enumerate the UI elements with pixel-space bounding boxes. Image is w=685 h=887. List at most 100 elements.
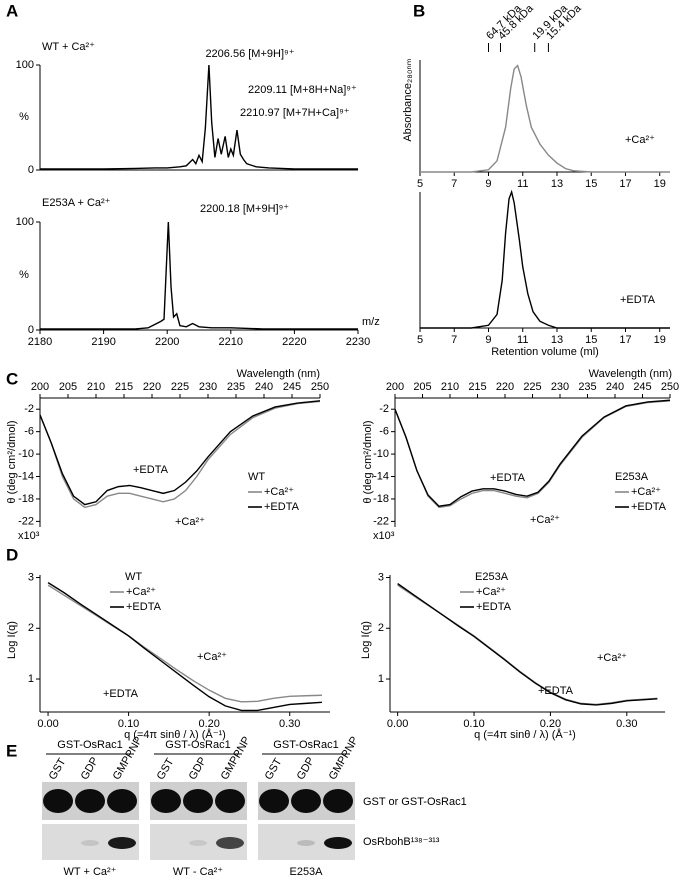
panel-label: B: [413, 1, 425, 20]
annotation: +EDTA: [133, 464, 169, 476]
legend-title: WT: [125, 571, 142, 583]
legend-title: WT: [248, 471, 265, 483]
y-tick-label: -6: [24, 426, 34, 438]
x-tick-label: 215: [468, 381, 486, 393]
x-tick-label: 205: [413, 381, 431, 393]
y-axis-label: Log I(q): [6, 621, 18, 659]
band: [75, 789, 105, 813]
annotation: +EDTA: [103, 688, 139, 700]
legend-title: E253A: [475, 571, 509, 583]
annotation: +EDTA: [620, 294, 656, 306]
x-tick-label: 9: [485, 178, 491, 190]
x-tick-label: 215: [115, 381, 133, 393]
band: [189, 840, 207, 846]
x-tick-label: 0.10: [118, 718, 139, 730]
legend-label: +EDTA: [264, 501, 300, 513]
x-tick-label: 245: [283, 381, 301, 393]
annotation: 2210.97 [M+7H+Ca]⁹⁺: [240, 107, 350, 119]
x-tick-label: 9: [485, 334, 491, 346]
group-label: GST-OsRac1: [165, 739, 230, 751]
x-axis-label: q (=4π sinθ / λ) (Å⁻¹): [474, 728, 576, 741]
x-tick-label: 200: [386, 381, 404, 393]
y-tick-label: -22: [18, 515, 34, 527]
y-axis-label: %: [19, 269, 29, 281]
x-tick-label: 15: [585, 334, 597, 346]
data-line: [47, 584, 322, 703]
x-axis-label: Retention volume (ml): [491, 346, 599, 358]
x-tick-label: 2220: [282, 336, 306, 348]
annotation: +Ca²⁺: [175, 516, 205, 528]
x-tick-label: 250: [661, 381, 679, 393]
x-tick-label: 19: [654, 334, 666, 346]
panel-label: A: [6, 1, 18, 20]
x-tick-label: 0.00: [37, 718, 58, 730]
x-tick-label: 225: [171, 381, 189, 393]
legend-title: E253A: [615, 471, 649, 483]
y-axis-label: θ (deg cm²/dmol): [362, 420, 374, 503]
data-line: [397, 583, 658, 706]
x-tick-label: 7: [451, 334, 457, 346]
y-multiplier: x10³: [373, 530, 395, 542]
lane-label: GDP: [295, 755, 317, 782]
legend-label: +EDTA: [476, 601, 512, 613]
legend-label: +Ca²⁺: [264, 486, 294, 498]
legend-label: +EDTA: [631, 501, 667, 513]
y-tick-label: -6: [379, 426, 389, 438]
data-line: [39, 400, 321, 506]
y-tick-label: -10: [18, 448, 34, 460]
x-tick-label: 200: [31, 381, 49, 393]
annotation: 2209.11 [M+8H+Na]⁹⁺: [248, 84, 357, 96]
y-tick-label: 100: [16, 216, 34, 228]
x-tick-label: 210: [441, 381, 459, 393]
x-tick-label: 5: [417, 178, 423, 190]
lane-label: GDP: [187, 755, 209, 782]
x-tick-label: 7: [451, 178, 457, 190]
x-tick-label: 19: [654, 178, 666, 190]
lane-label: GST: [155, 756, 177, 782]
x-axis-label: Wavelength (nm): [237, 368, 320, 380]
annotation: +Ca²⁺: [625, 134, 655, 146]
lane-label: GST: [47, 756, 69, 782]
y-axis-label: Absorbance₂₈₀ₙₘ: [402, 58, 414, 141]
data-line: [420, 64, 670, 173]
y-tick-label: -14: [373, 470, 389, 482]
band: [324, 837, 352, 849]
x-tick-label: 0.20: [540, 718, 561, 730]
band: [81, 840, 99, 846]
x-tick-label: 240: [606, 381, 624, 393]
band: [151, 789, 181, 813]
group-label: GST-OsRac1: [57, 739, 122, 751]
x-tick-label: 230: [199, 381, 217, 393]
panel-label: E: [6, 741, 17, 760]
band: [297, 840, 315, 846]
x-tick-label: 11: [517, 178, 528, 190]
x-tick-label: 0.10: [463, 718, 484, 730]
annotation: +EDTA: [538, 685, 574, 697]
y-tick-label: -14: [18, 470, 34, 482]
x-tick-label: 240: [255, 381, 273, 393]
x-tick-label: 13: [551, 178, 563, 190]
chart-title: WT + Ca²⁺: [42, 41, 95, 53]
x-tick-label: 250: [311, 381, 329, 393]
legend-label: +Ca²⁺: [476, 586, 506, 598]
y-tick-label: 3: [28, 571, 34, 583]
data-line: [39, 400, 321, 509]
x-tick-label: 15: [585, 178, 597, 190]
x-tick-label: 230: [551, 381, 569, 393]
y-tick-label: 2: [378, 622, 384, 634]
x-tick-label: 220: [496, 381, 514, 393]
x-tick-label: 245: [633, 381, 651, 393]
y-multiplier: x10³: [18, 530, 40, 542]
annotation: +EDTA: [490, 472, 526, 484]
band: [107, 789, 137, 813]
x-tick-label: 2230: [346, 336, 370, 348]
x-tick-label: 2180: [28, 336, 52, 348]
y-tick-label: 3: [378, 571, 384, 583]
y-tick-label: -2: [379, 403, 389, 415]
y-axis-label: %: [19, 111, 29, 123]
x-tick-label: 235: [578, 381, 596, 393]
data-line: [47, 582, 322, 712]
band: [183, 789, 213, 813]
row-label: GST or GST-OsRac1: [363, 796, 467, 808]
